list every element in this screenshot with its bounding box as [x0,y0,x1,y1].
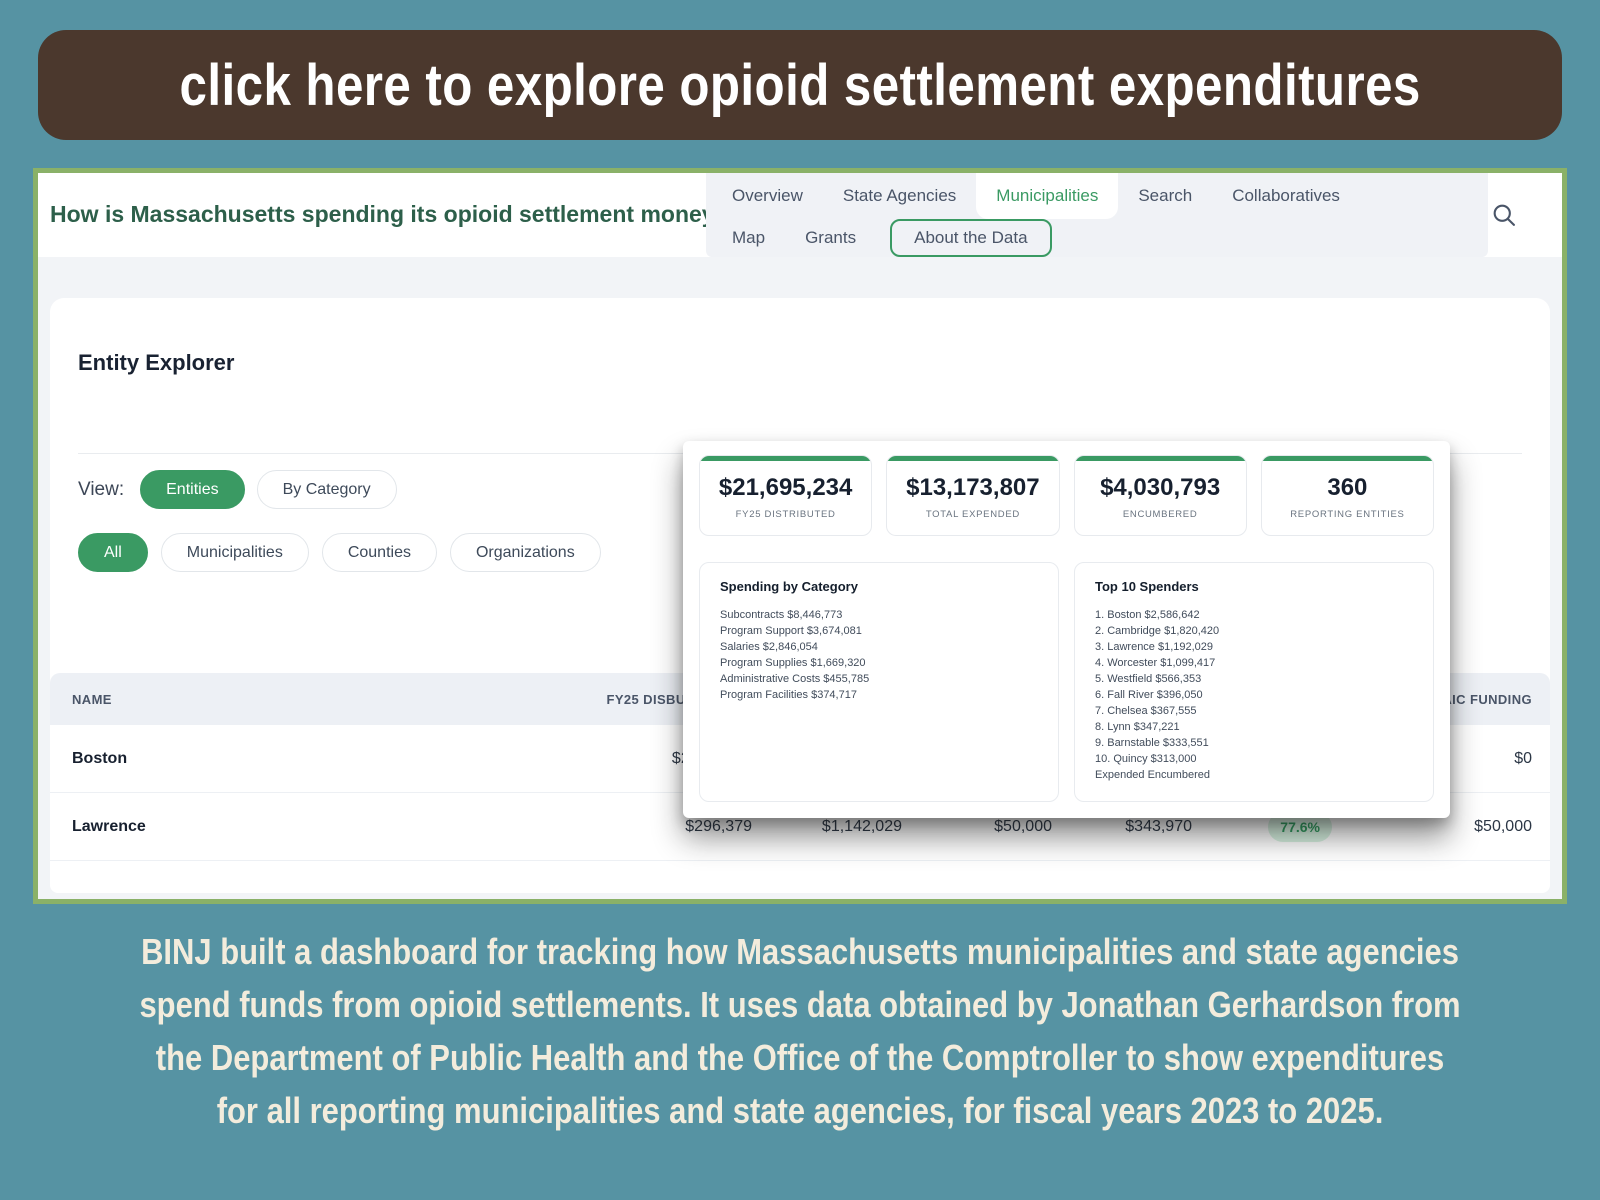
list-item: 4. Worcester $1,099,417 [1095,657,1216,669]
panel-title: Spending by Category [720,579,858,594]
nav-tab-municipalities[interactable]: Municipalities [976,173,1119,219]
cta-banner-label: click here to explore opioid settlement … [179,52,1421,118]
cell-fy25-disbursement: $296,379 [685,817,752,835]
nav-tab-collaboratives[interactable]: Collaboratives [1232,186,1340,205]
column-header-name[interactable]: NAME [72,691,112,707]
nav-row-secondary: Map Grants About the Data [712,219,1482,257]
top-10-spenders-panel: Top 10 Spenders 1. Boston $2,586,642 2. … [1074,562,1434,802]
stat-value: $4,030,793 [1100,474,1221,501]
stat-value: $21,695,234 [718,474,853,501]
dashboard-header: How is Massachusetts spending its opioid… [38,173,1562,257]
list-item: 9. Barnstable $333,551 [1095,737,1209,749]
summary-panels-row: Spending by Category Subcontracts $8,446… [699,562,1434,802]
stat-cards-row: $21,695,234 FY25 DISTRIBUTED $13,173,807… [699,455,1434,536]
spending-by-category-panel: Spending by Category Subcontracts $8,446… [699,562,1059,802]
caption-line: the Department of Public Health and the … [155,1037,1445,1078]
stat-label: FY25 DISTRIBUTED [735,509,836,520]
nav-subtab-about-the-data[interactable]: About the Data [890,219,1052,257]
list-item: 3. Lawrence $1,192,029 [1095,641,1214,653]
cell-encumbered: $50,000 [994,817,1052,835]
filter-organizations[interactable]: Organizations [449,533,601,572]
stat-label: ENCUMBERED [1122,509,1198,520]
caption-line: BINJ built a dashboard for tracking how … [141,931,1459,972]
caption-line: spend funds from opioid settlements. It … [139,984,1461,1025]
stat-card-encumbered: $4,030,793 ENCUMBERED [1073,455,1247,536]
view-label: View: [78,478,125,500]
view-toggle-by-category[interactable]: By Category [256,470,397,509]
nav-tab-search[interactable]: Search [1138,186,1193,205]
list-item: 10. Quincy $313,000 [1095,753,1197,765]
view-toggle-group: View: Entities By Category [78,470,397,509]
stat-label: REPORTING ENTITIES [1290,509,1405,520]
stat-label: TOTAL EXPENDED [925,509,1020,520]
cell-mosaic-funding: $50,000 [1474,817,1532,835]
top-spenders-list: 1. Boston $2,586,642 2. Cambridge $1,820… [1095,607,1413,783]
search-icon[interactable] [1490,201,1518,229]
list-item: Program Support $3,674,081 [720,625,862,637]
cell-mosaic-funding: $0 [1514,749,1532,767]
summary-overlay-panel: $21,695,234 FY25 DISTRIBUTED $13,173,807… [683,441,1450,818]
list-item: 2. Cambridge $1,820,420 [1095,625,1220,637]
stat-card-accent-bar [1074,456,1246,461]
dashboard-title: How is Massachusetts spending its opioid… [50,201,729,227]
cell-name: Boston [72,749,128,767]
main-navigation: Overview State Agencies Municipalities S… [706,173,1488,257]
nav-row-primary: Overview State Agencies Municipalities S… [712,173,1482,219]
filter-municipalities[interactable]: Municipalities [160,533,309,572]
cta-banner[interactable]: click here to explore opioid settlement … [38,30,1562,140]
list-item: Program Supplies $1,669,320 [720,657,866,669]
dashboard-window: How is Massachusetts spending its opioid… [33,168,1567,904]
list-item: Expended Encumbered [1095,769,1210,781]
stat-card-fy25-distributed: $21,695,234 FY25 DISTRIBUTED [699,455,873,536]
list-item: Subcontracts $8,446,773 [720,609,843,621]
stat-value: 360 [1327,474,1368,501]
cell-name: Lawrence [72,817,146,835]
cell-remaining: $343,970 [1125,817,1192,835]
filter-counties[interactable]: Counties [321,533,437,572]
stat-value: $13,173,807 [906,474,1040,501]
caption-block: BINJ built a dashboard for tracking how … [0,925,1600,1137]
list-item: 7. Chelsea $367,555 [1095,705,1197,717]
list-item: Administrative Costs $455,785 [720,673,870,685]
list-item: 8. Lynn $347,221 [1095,721,1180,733]
stat-card-accent-bar [1261,456,1433,461]
list-item: 5. Westfield $566,353 [1095,673,1202,685]
nav-subtab-grants[interactable]: Grants [805,228,857,247]
nav-tab-overview[interactable]: Overview [732,186,803,205]
stat-card-accent-bar [700,456,872,461]
stat-card-accent-bar [887,456,1059,461]
entity-explorer-title: Entity Explorer [78,350,235,375]
list-item: 1. Boston $2,586,642 [1095,609,1200,621]
list-item: 6. Fall River $396,050 [1095,689,1203,701]
cell-expended: $1,142,029 [821,817,902,835]
list-item: Program Facilities $374,717 [720,689,857,701]
view-toggle-entities[interactable]: Entities [140,470,245,509]
entity-filter-group: All Municipalities Counties Organization… [78,533,601,572]
stat-card-total-expended: $13,173,807 TOTAL EXPENDED [886,455,1060,536]
filter-all[interactable]: All [78,533,148,572]
nav-tab-state-agencies[interactable]: State Agencies [842,186,957,205]
stat-card-reporting-entities: 360 REPORTING ENTITIES [1260,455,1434,536]
panel-title: Top 10 Spenders [1095,579,1199,594]
nav-subtab-map[interactable]: Map [732,228,766,247]
spending-category-list: Subcontracts $8,446,773 Program Support … [720,607,1038,703]
caption-line: for all reporting municipalities and sta… [216,1090,1384,1131]
list-item: Salaries $2,846,054 [720,641,818,653]
